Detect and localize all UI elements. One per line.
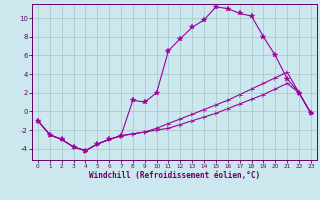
- X-axis label: Windchill (Refroidissement éolien,°C): Windchill (Refroidissement éolien,°C): [89, 171, 260, 180]
